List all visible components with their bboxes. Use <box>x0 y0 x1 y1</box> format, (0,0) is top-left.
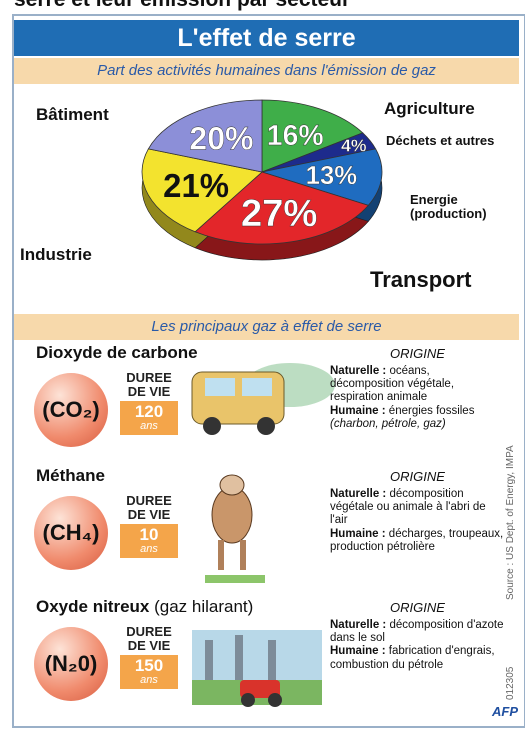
human-origin: Humaine : décharges, troupeaux, producti… <box>330 528 505 554</box>
lifetime-value: 150 <box>120 657 178 675</box>
category-label: Déchets et autres <box>386 134 494 148</box>
human-label: Humaine : <box>330 645 386 657</box>
human-detail: (charbon, pétrole, gaz) <box>330 418 446 430</box>
natural-label: Naturelle : <box>330 619 386 631</box>
gas-formula: (CO₂) <box>34 373 108 447</box>
value-label: 27% <box>241 192 318 235</box>
value-label: 16% <box>267 120 324 152</box>
source: Source : US Dept. of Energy, IMPA <box>505 445 516 600</box>
value-label: 13% <box>306 162 358 190</box>
category-label: Agriculture <box>384 100 475 118</box>
value-label: 4% <box>341 135 367 155</box>
section-title: Les principaux gaz à effet de serre <box>14 314 519 340</box>
gas-formula: (CH₄) <box>34 496 108 570</box>
origin-heading: ORIGINE <box>330 347 505 362</box>
gas-name: Oxyde nitreux (gaz hilarant) <box>36 597 253 617</box>
human-text: énergies fossiles <box>389 405 475 417</box>
human-label: Humaine : <box>330 405 386 417</box>
lifetime-label: DUREE DE VIE <box>120 371 178 398</box>
gas-name-text: Oxyde nitreux <box>36 597 149 616</box>
lifetime-unit: ans <box>120 544 178 556</box>
origin: ORIGINE Naturelle : océans, décomposition… <box>330 347 505 431</box>
lifetime-label: DUREE DE VIE <box>120 494 178 521</box>
gas-name-text: Méthane <box>36 466 105 485</box>
gas-formula: (N₂0) <box>34 627 108 701</box>
gas-name: Dioxyde de carbone <box>36 343 198 363</box>
gas-name: Méthane <box>36 466 105 486</box>
lifetime-unit: ans <box>120 675 178 687</box>
origin: ORIGINE Naturelle : décomposition d'azote… <box>330 601 505 672</box>
category-label: Transport <box>370 268 471 291</box>
gas-name-text: Dioxyde de carbone <box>36 343 198 362</box>
natural-origin: Naturelle : décomposition d'azote dans l… <box>330 619 505 645</box>
category-label: Energie (production) <box>410 193 505 220</box>
category-label: Bâtiment <box>36 106 109 124</box>
lifetime-unit: ans <box>120 421 178 433</box>
natural-origin: Naturelle : océans, décomposition végéta… <box>330 365 505 405</box>
lifetime-value: 10 <box>120 526 178 544</box>
origin-heading: ORIGINE <box>330 470 505 485</box>
gas-name-note: (gaz hilarant) <box>154 597 253 616</box>
lifetime-value: 120 <box>120 403 178 421</box>
infographic: serre et leur émission par secteur L'eff… <box>0 0 525 729</box>
code: 012305 <box>505 667 516 700</box>
natural-origin: Naturelle : décomposition végétale ou an… <box>330 488 505 528</box>
human-origin: Humaine : énergies fossiles (charbon, pé… <box>330 405 505 431</box>
category-label: Industrie <box>20 246 92 264</box>
human-label: Humaine : <box>330 528 386 540</box>
origin-heading: ORIGINE <box>330 601 505 616</box>
natural-label: Naturelle : <box>330 488 386 500</box>
lifetime-label: DUREE DE VIE <box>120 625 178 652</box>
value-label: 20% <box>189 120 253 156</box>
human-origin: Humaine : fabrication d'engrais, combust… <box>330 645 505 671</box>
natural-label: Naturelle : <box>330 365 386 377</box>
origin: ORIGINE Naturelle : décomposition végétal… <box>330 470 505 554</box>
value-label: 21% <box>163 167 229 204</box>
agency: AFP <box>492 704 518 719</box>
